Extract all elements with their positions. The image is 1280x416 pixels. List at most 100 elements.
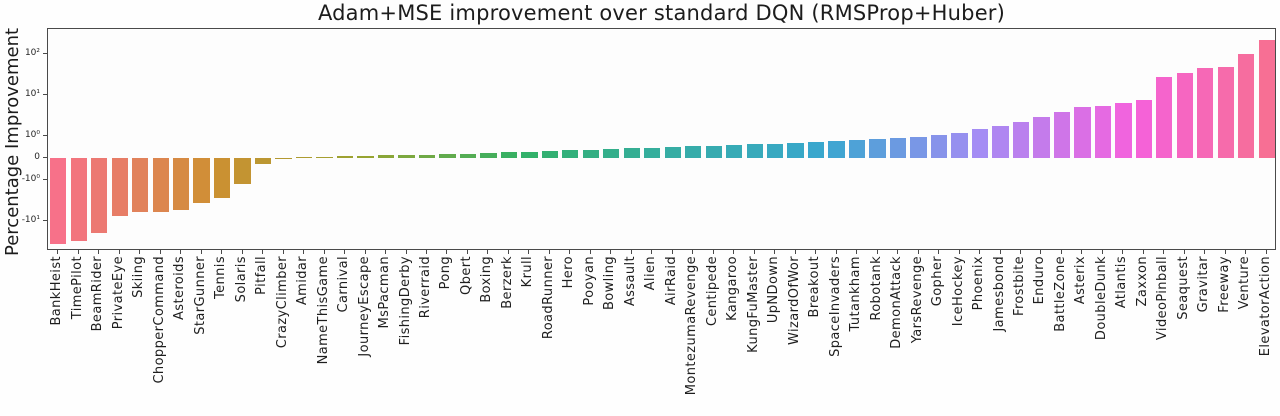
x-tick-label: PrivateEye: [110, 256, 126, 330]
x-tick-label: BankHeist: [49, 256, 65, 326]
x-tick-label: KungFuMaster: [745, 256, 761, 353]
x-tick-mark: [1101, 250, 1103, 254]
x-tick-label: TimePilot: [69, 256, 85, 320]
bar-VideoPinball: [1156, 76, 1173, 158]
bar-WizardOfWor: [787, 143, 804, 158]
x-tick-mark: [487, 250, 489, 254]
bar-Jamesbond: [992, 125, 1009, 158]
x-tick-mark: [753, 250, 755, 254]
bar-Venture: [1238, 54, 1255, 158]
x-tick-mark: [979, 250, 980, 254]
bar-Kangaroo: [726, 145, 743, 158]
bar-UpNDown: [767, 143, 784, 158]
bar-Hero: [562, 150, 579, 158]
y-tick-mark: [43, 157, 47, 158]
x-tick-mark: [794, 250, 796, 254]
x-tick-label: DemonAttack: [889, 256, 905, 349]
bar-Boxing: [480, 152, 497, 158]
x-tick-mark: [241, 250, 243, 254]
x-tick-mark: [671, 250, 673, 254]
x-tick-mark: [200, 250, 202, 254]
y-tick-label: -10¹: [21, 214, 40, 225]
x-tick-label: Robotank: [868, 256, 884, 321]
bar-AirRaid: [664, 147, 681, 158]
x-tick-label: Assault: [622, 256, 638, 307]
bar-Frostbite: [1012, 122, 1030, 158]
x-tick-label: Pitfall: [254, 256, 270, 295]
x-tick-mark: [1224, 250, 1226, 254]
x-tick-label: Bowling: [602, 256, 618, 311]
bar-YarsRevenge: [910, 137, 927, 158]
x-tick-label: Boxing: [479, 256, 495, 303]
bar-IceHockey: [951, 132, 968, 158]
plot-area: [47, 28, 1276, 250]
x-tick-label: Freeway: [1216, 256, 1232, 313]
bar-Berzerk: [500, 152, 518, 158]
x-tick-label: IceHockey: [950, 256, 966, 327]
y-tick-label: 10¹: [24, 88, 40, 99]
x-tick-mark: [282, 250, 284, 254]
x-tick-mark: [692, 250, 694, 254]
bar-JourneyEscape: [357, 155, 374, 158]
bar-RoadRunner: [541, 151, 558, 158]
x-tick-mark: [57, 250, 59, 254]
x-tick-mark: [1265, 250, 1267, 254]
y-tick-mark: [43, 94, 47, 95]
x-tick-label: BeamRider: [90, 256, 106, 332]
bar-Amidar: [295, 157, 313, 159]
x-tick-label: Frostbite: [1012, 256, 1027, 316]
x-tick-label: Breakout: [807, 256, 823, 318]
x-tick-mark: [385, 250, 386, 254]
x-tick-mark: [364, 250, 366, 254]
x-tick-mark: [446, 250, 448, 254]
bar-Tennis: [213, 158, 231, 198]
x-tick-mark: [344, 250, 345, 254]
bar-DoubleDunk: [1094, 105, 1112, 158]
x-tick-mark: [589, 250, 591, 254]
bar-NameThisGame: [316, 156, 333, 158]
x-tick-label: ChopperCommand: [151, 256, 167, 384]
bar-Freeway: [1217, 67, 1234, 158]
bar-MontezumaRevenge: [685, 146, 702, 158]
y-tick-mark: [43, 135, 47, 136]
x-tick-mark: [548, 250, 550, 254]
x-tick-label: YarsRevenge: [909, 256, 925, 344]
x-tick-mark: [774, 250, 776, 254]
bar-Tutankham: [848, 140, 866, 158]
bar-Atlantis: [1115, 102, 1132, 158]
x-tick-mark: [999, 250, 1001, 254]
x-tick-label: ElevatorAction: [1257, 256, 1273, 357]
x-tick-label: JourneyEscape: [356, 256, 372, 357]
x-tick-label: SpaceInvaders: [827, 256, 843, 357]
x-tick-mark: [835, 250, 837, 254]
x-tick-label: Enduro: [1032, 256, 1048, 305]
x-tick-label: Carnival: [336, 256, 351, 313]
y-tick-label: -10⁰: [21, 173, 40, 184]
x-tick-mark: [425, 250, 427, 254]
bar-MsPacman: [377, 155, 395, 158]
x-tick-mark: [610, 250, 612, 254]
x-tick-mark: [466, 250, 468, 254]
x-tick-label: Alien: [643, 256, 659, 291]
x-tick-mark: [507, 250, 509, 254]
bar-ElevatorAction: [1258, 40, 1275, 158]
x-tick-label: AirRaid: [663, 256, 679, 306]
bar-Solaris: [234, 158, 251, 184]
x-tick-mark: [733, 250, 735, 254]
bar-Krull: [521, 151, 538, 158]
bar-StarGunner: [193, 158, 210, 203]
x-tick-label: Qbert: [458, 256, 474, 295]
x-tick-mark: [180, 250, 182, 254]
x-tick-label: Pooyan: [581, 256, 597, 306]
x-tick-mark: [118, 250, 120, 254]
bar-Pitfall: [254, 158, 272, 164]
x-tick-label: Atlantis: [1114, 256, 1130, 309]
x-tick-mark: [1142, 250, 1144, 254]
bar-DemonAttack: [889, 138, 907, 158]
x-tick-mark: [159, 250, 161, 254]
x-tick-label: WizardOfWor: [786, 256, 802, 345]
bar-Riverraid: [418, 154, 436, 158]
x-tick-label: BattleZone: [1052, 256, 1068, 332]
bar-Pong: [439, 154, 456, 158]
